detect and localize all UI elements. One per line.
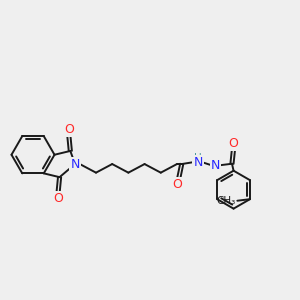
Text: O: O [229, 137, 238, 150]
Text: N: N [70, 158, 80, 171]
Text: O: O [53, 193, 63, 206]
Text: H: H [194, 153, 202, 163]
Text: N: N [211, 159, 220, 172]
Text: CH₃: CH₃ [217, 196, 236, 206]
Text: H: H [212, 164, 219, 174]
Text: O: O [64, 123, 74, 136]
Text: O: O [172, 178, 182, 191]
Text: N: N [194, 156, 203, 169]
